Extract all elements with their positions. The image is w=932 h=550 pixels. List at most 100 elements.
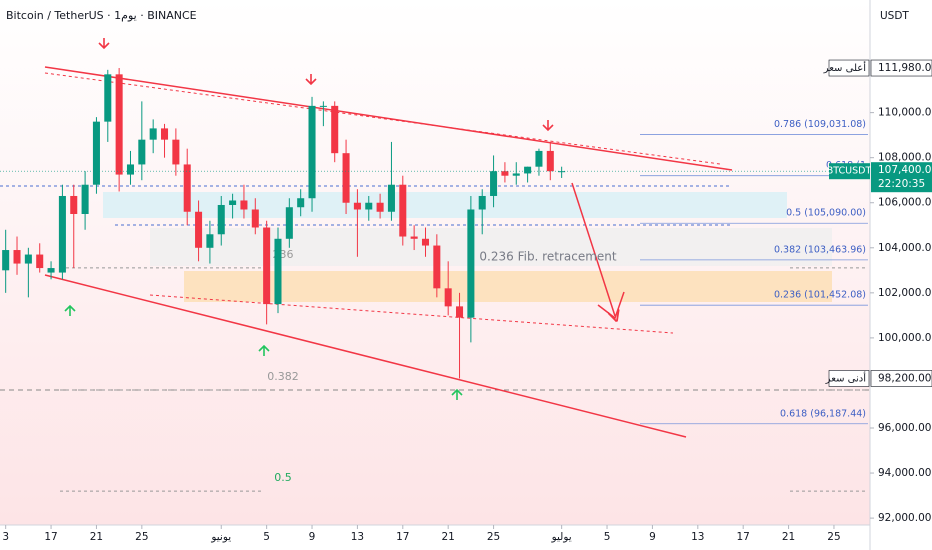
- price-tag: 98,200.00: [878, 372, 931, 384]
- x-tick-label: 21: [441, 531, 454, 543]
- price-tag-name-bg: [828, 59, 870, 77]
- candle-body: [308, 105, 316, 199]
- last-price-bg: [871, 162, 932, 193]
- x-tick-label: 25: [827, 531, 840, 543]
- x-tick-label: 25: [135, 531, 148, 543]
- trendline: [44, 274, 687, 438]
- candle-body: [172, 139, 180, 165]
- candle-body: [433, 245, 441, 289]
- signals: [64, 38, 554, 400]
- price-tag-name: أدنى سعر: [825, 371, 866, 384]
- x-tick-label: 17: [396, 531, 409, 543]
- candle-body: [24, 254, 32, 264]
- candle-body: [490, 171, 498, 196]
- y-tick-label: 106,000.00: [878, 197, 932, 209]
- candle-body: [251, 209, 259, 228]
- x-tick-label: 17: [44, 531, 57, 543]
- candle-body: [274, 238, 282, 305]
- x-tick-label: 5: [263, 531, 270, 543]
- candle-body: [319, 105, 327, 107]
- fib-label: 0.382: [267, 370, 299, 383]
- candle-body: [376, 202, 384, 212]
- x-tick-label: 13: [351, 531, 364, 543]
- y-tick-label: 110,000.00: [878, 107, 932, 119]
- price-tag-name: أعلى سعر: [823, 61, 867, 74]
- candle-body: [558, 171, 566, 173]
- candle-body: [342, 153, 350, 203]
- candle-body: [421, 238, 430, 246]
- candle-body: [206, 234, 214, 248]
- candle-body: [183, 164, 191, 212]
- x-tick-label: 21: [782, 531, 795, 543]
- price-tag-name-bg: [828, 370, 870, 387]
- candle-body: [104, 74, 112, 122]
- x-tick-label: 5: [604, 531, 611, 543]
- y-tick-label: 94,000.00: [878, 467, 931, 479]
- candle-body: [456, 306, 464, 318]
- candle-body: [138, 139, 146, 165]
- candle-body: [149, 128, 157, 140]
- candle-body: [47, 268, 55, 273]
- candle-body: [501, 171, 509, 176]
- chart-title: Bitcoin / TetherUS · 1يوم · BINANCE: [6, 9, 197, 22]
- fib-label: 0.618 (96,187.44): [780, 408, 866, 419]
- candle-body: [387, 184, 395, 212]
- x-tick-label: يونيو: [210, 531, 231, 543]
- y-tick-label: 96,000.00: [878, 422, 931, 434]
- y-tick-label: 104,000.00: [878, 242, 932, 254]
- price-tag: 111,980.00: [878, 62, 932, 74]
- candle-body: [297, 198, 305, 208]
- last-price-symbol: BTCUSDT: [827, 166, 872, 177]
- candle-body: [2, 250, 10, 271]
- zone: [184, 271, 832, 302]
- countdown: 22:20:35: [878, 178, 925, 190]
- candle-body: [410, 236, 418, 239]
- candle-body: [353, 202, 361, 210]
- candle-body: [467, 209, 475, 318]
- y-tick-label: 100,000.00: [878, 332, 932, 344]
- candle-body: [126, 164, 135, 175]
- candle-body: [240, 200, 248, 210]
- candle-body: [70, 195, 78, 214]
- x-tick-label: 3: [2, 531, 9, 543]
- y-tick-label: 108,000.00: [878, 152, 932, 164]
- fib-label: 0.5: [274, 471, 292, 484]
- projection-arrow-head: [597, 291, 625, 320]
- candle-body: [92, 121, 100, 185]
- candle-body: [546, 150, 554, 172]
- candle-body: [535, 150, 543, 167]
- candle-body: [512, 173, 520, 176]
- x-tick-label: 21: [90, 531, 103, 543]
- candle-body: [13, 250, 21, 264]
- trendline: [44, 66, 733, 171]
- x-tick-label: 17: [737, 531, 750, 543]
- candle-body: [331, 105, 339, 154]
- candle-body: [524, 166, 532, 174]
- candle-body: [81, 184, 89, 214]
- zone: [103, 192, 787, 218]
- fib-label: 0.382 (103,463.96): [774, 244, 866, 255]
- fib-label: 0.5 (105,090.00): [786, 208, 866, 219]
- candle-body: [263, 227, 271, 305]
- annotation: 0.236 Fib. retracement: [479, 250, 616, 264]
- candle-body: [115, 74, 123, 175]
- candle-body: [58, 195, 66, 273]
- candle-body: [36, 254, 44, 269]
- candle-body: [161, 128, 169, 140]
- fib-label: 0.786 (109,031.08): [774, 119, 866, 130]
- candle-body: [285, 207, 293, 239]
- currency: USDT: [880, 10, 909, 22]
- y-tick-label: 92,000.00: [878, 512, 931, 524]
- x-tick-label: يوليو: [551, 531, 572, 543]
- last-price: 107,400.01: [878, 164, 932, 176]
- candle-body: [399, 184, 407, 237]
- candle-body: [444, 288, 452, 307]
- projection-arrow: [571, 182, 615, 316]
- candle-body: [229, 200, 237, 205]
- x-tick-label: 9: [649, 531, 656, 543]
- x-tick-label: 25: [487, 531, 500, 543]
- candle-body: [478, 195, 486, 210]
- price-tag-bg: [870, 59, 932, 77]
- x-tick-label: 13: [691, 531, 704, 543]
